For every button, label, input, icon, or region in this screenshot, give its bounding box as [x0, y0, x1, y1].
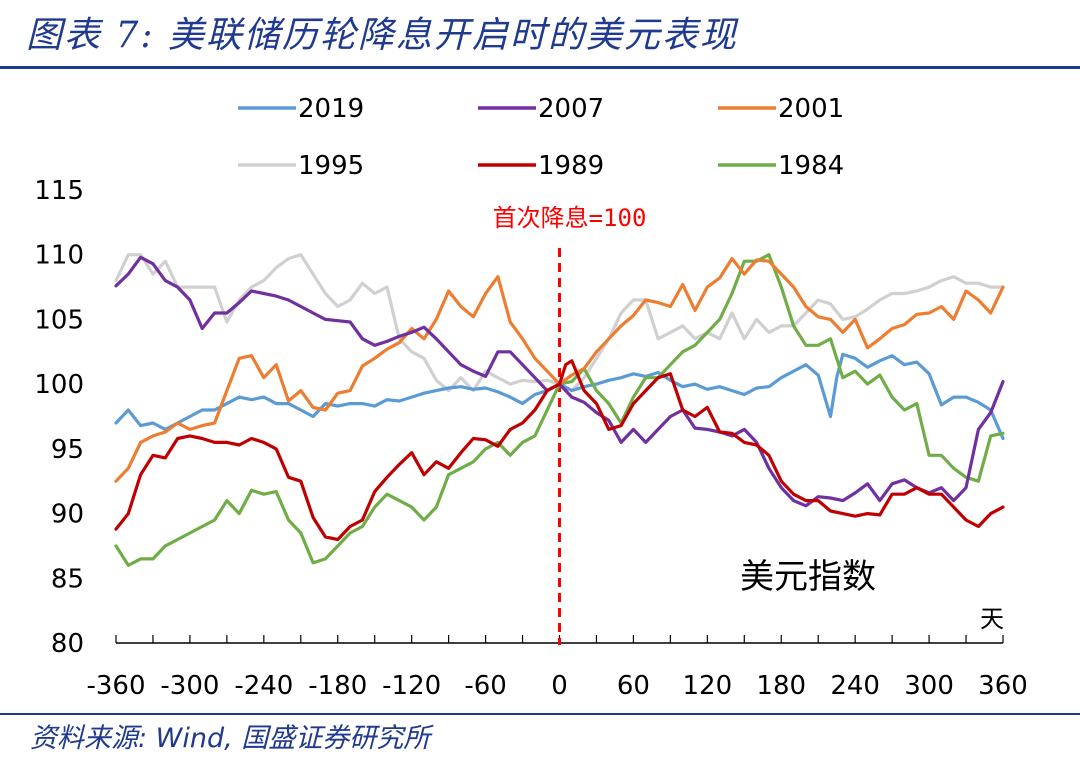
legend-label-1989: 1989 — [538, 151, 604, 181]
source-note: 资料来源: Wind, 国盛证券研究所 — [30, 723, 431, 754]
legend-label-1995: 1995 — [298, 151, 364, 181]
x-tick-label: 120 — [683, 671, 733, 701]
title-rule — [0, 66, 1080, 69]
y-tick-label: 100 — [34, 370, 84, 400]
y-tick-label: 105 — [34, 305, 84, 335]
x-tick-label: -120 — [382, 671, 441, 701]
x-tick-label: 240 — [830, 671, 880, 701]
legend-label-2019: 2019 — [298, 94, 364, 124]
annotation-label: 首次降息=100 — [493, 204, 647, 232]
x-tick-label: 360 — [978, 671, 1028, 701]
y-tick-label: 115 — [34, 176, 84, 206]
chart-title: 美元指数 — [740, 557, 876, 597]
series-layer — [114, 248, 1005, 645]
y-tick-label: 85 — [51, 564, 84, 594]
x-tick-label: -300 — [160, 671, 219, 701]
x-tick-label: -360 — [86, 671, 145, 701]
y-tick-label: 80 — [51, 629, 84, 659]
x-tick-label: -240 — [234, 671, 293, 701]
series-line-1989 — [114, 359, 1005, 542]
legend-layer: 2019 2007 2001 1995 1989 1984 — [238, 94, 844, 181]
x-tick-label: 180 — [756, 671, 806, 701]
y-tick-label: 95 — [51, 435, 84, 465]
source-rule — [0, 713, 1080, 715]
figure-title: 图表 7: 美联储历轮降息开启时的美元表现 — [26, 15, 738, 56]
x-axis-unit-label: 天 — [980, 605, 1004, 633]
x-tick-label: 60 — [617, 671, 650, 701]
legend-label-2007: 2007 — [538, 94, 604, 124]
x-tick-label: 300 — [904, 671, 954, 701]
series-line-2019 — [114, 352, 1005, 441]
x-tick-label: -60 — [464, 671, 506, 701]
axis-layer: -360 -300 -240 -180 -120 -60 0 60 120 180 240 300 36… — [34, 176, 1027, 701]
y-tick-label: 110 — [34, 241, 84, 271]
x-tick-label: 0 — [551, 671, 568, 701]
legend-label-2001: 2001 — [778, 94, 844, 124]
x-tick-label: -180 — [308, 671, 367, 701]
y-tick-label: 90 — [51, 500, 84, 530]
legend-label-1984: 1984 — [778, 151, 844, 181]
